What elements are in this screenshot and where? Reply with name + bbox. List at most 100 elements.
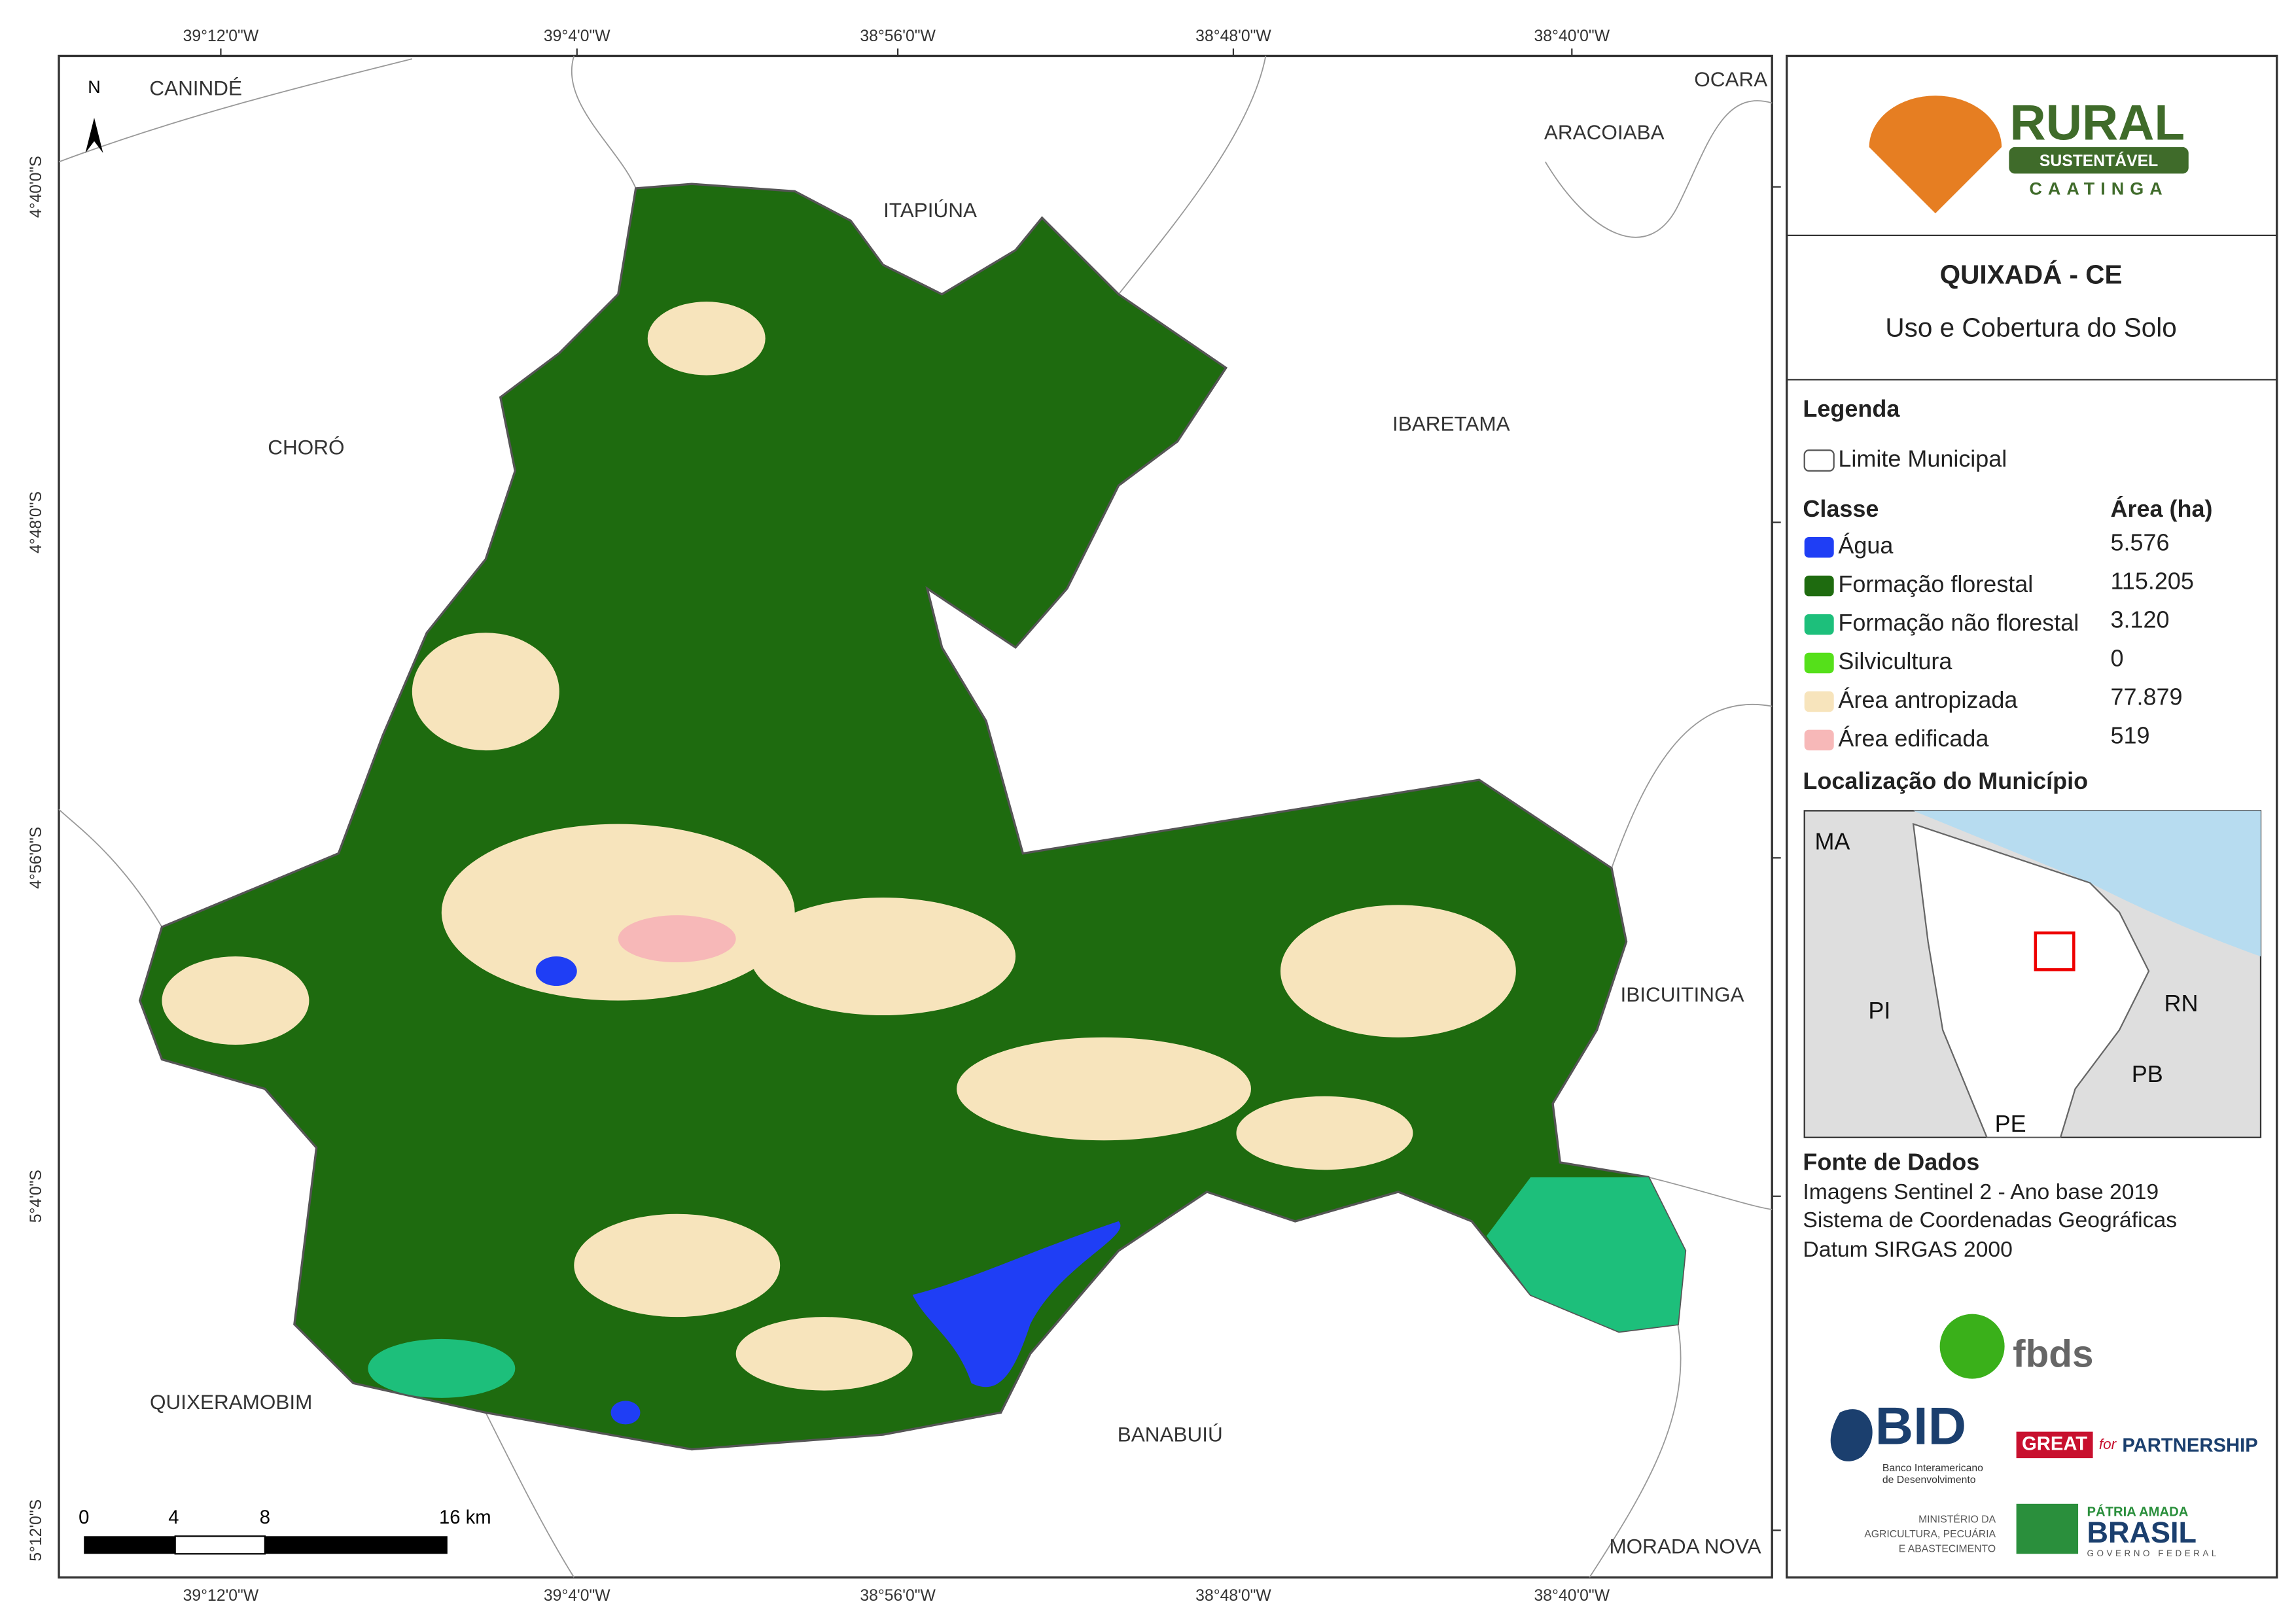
bid-logo (1830, 1409, 1873, 1461)
lon-label: 39°4'0"W (544, 27, 610, 45)
patch (441, 824, 795, 1001)
location-marker (2034, 931, 2075, 971)
location-inset (1803, 810, 2262, 1138)
class-swatch (1804, 537, 1834, 558)
boundary-line (1118, 56, 1267, 295)
patch (162, 956, 309, 1045)
water-bodies (535, 956, 1121, 1425)
class-area: 3.120 (2111, 606, 2170, 633)
class-swatch (1804, 575, 1834, 597)
class-area: 0 (2111, 645, 2124, 672)
municipality-label: ITAPIÚNA (883, 198, 977, 222)
source-line: Sistema de Coordenadas Geográficas (1803, 1208, 2177, 1232)
municipality-label: IBICUITINGA (1621, 983, 1744, 1006)
brand-line: SUSTENTÁVEL (2040, 152, 2158, 170)
brand-name: RURAL (2010, 96, 2185, 151)
lat-label: 4°56'0"S (27, 827, 45, 889)
reservoir (535, 956, 577, 986)
non-forest-patch (368, 1338, 516, 1398)
lon-label: 38°56'0"W (860, 27, 936, 45)
boundary-line (571, 56, 637, 189)
source-line: Datum SIRGAS 2000 (1803, 1237, 2012, 1262)
patch (647, 302, 766, 375)
class-swatch (1804, 614, 1834, 635)
non-forest-patch (1486, 1177, 1686, 1332)
class-name: Área antropizada (1838, 686, 2017, 713)
scale-segment (264, 1536, 448, 1554)
lon-label: 39°12'0"W (183, 1587, 259, 1605)
boundary-line (1611, 703, 1773, 869)
fbds-logo (1939, 1314, 2005, 1379)
class-name: Silvicultura (1838, 648, 1952, 674)
patch (412, 633, 559, 751)
boundary-line (1589, 1324, 1682, 1578)
great-text: PARTNERSHIP (2122, 1435, 2257, 1456)
patch (1280, 905, 1516, 1038)
municipality-label: MORADA NOVA (1609, 1535, 1761, 1558)
source-line: Imagens Sentinel 2 - Ano base 2019 (1803, 1179, 2159, 1204)
boundary-line (1545, 100, 1773, 238)
brand-ribbon (2009, 147, 2189, 174)
legend-heading: Classe (1803, 495, 1879, 522)
neighbour-boundaries (58, 56, 1773, 1578)
state-label: PB (2132, 1060, 2163, 1087)
scale-label: 4 (168, 1507, 179, 1528)
ministry-line: MINISTÉRIO DA (1918, 1513, 1996, 1526)
lat-label: 5°12'0"S (27, 1499, 45, 1562)
reservoir (912, 1221, 1121, 1387)
boundary-line (58, 809, 163, 928)
lon-label: 38°48'0"W (1195, 27, 1271, 45)
state-label: MA (1814, 828, 1850, 854)
scale-label: 16 km (439, 1507, 491, 1528)
boundary-line (58, 58, 413, 163)
fbds-text: fbds (2013, 1333, 2093, 1375)
legend-heading: Localização do Município (1803, 767, 2088, 794)
class-area: 115.205 (2111, 568, 2194, 595)
brasil-line: PÁTRIA AMADA (2087, 1505, 2189, 1520)
municipality-label: QUIXERAMOBIM (150, 1390, 312, 1414)
patch (957, 1037, 1251, 1141)
scale-segment (174, 1535, 266, 1555)
state-label: RN (2164, 990, 2199, 1017)
lon-label: 39°4'0"W (544, 1587, 610, 1605)
brasil-line: GOVERNO FEDERAL (2087, 1548, 2219, 1558)
ministry-line: AGRICULTURA, PECUÁRIA (1864, 1527, 1996, 1540)
municipality-label: OCARA (1694, 67, 1767, 91)
municipality-label: IBARETAMA (1392, 411, 1510, 435)
lon-label: 38°48'0"W (1195, 1587, 1271, 1605)
legend-subtitle: Uso e Cobertura do Solo (1885, 313, 2176, 343)
brand-logo (1869, 96, 2002, 214)
brasil-line: BRASIL (2087, 1516, 2197, 1549)
scale-label: 8 (260, 1507, 270, 1528)
lat-label: 4°40'0"S (27, 156, 45, 218)
class-name: Formação florestal (1838, 570, 2033, 597)
class-swatch (1804, 729, 1834, 751)
scale-label: 0 (79, 1507, 89, 1528)
north-arrow (85, 117, 103, 153)
great-text: GREAT (2022, 1434, 2087, 1455)
boundary-line (485, 1412, 575, 1578)
legend-heading: Fonte de Dados (1803, 1149, 1979, 1176)
state (1912, 822, 2150, 1138)
lon-label: 39°12'0"W (183, 27, 259, 45)
patch (735, 1317, 913, 1391)
reservoir (610, 1401, 641, 1425)
lon-label: 38°56'0"W (860, 1587, 936, 1605)
lon-label: 38°40'0"W (1534, 27, 1610, 45)
sea (1913, 811, 2261, 957)
municipality-label: BANABUIÚ (1118, 1423, 1223, 1446)
legend-heading: Legenda (1803, 395, 1900, 422)
state-label: PI (1868, 997, 1890, 1024)
municipality-label: CANINDÉ (149, 77, 242, 100)
bid-text: BID (1875, 1397, 1966, 1456)
patch (751, 898, 1016, 1016)
class-name: Área edificada (1838, 725, 1988, 752)
urban-area (618, 915, 736, 963)
lon-label: 38°40'0"W (1534, 1587, 1610, 1605)
municipality-label: ARACOIABA (1544, 120, 1665, 144)
great-text: for (2099, 1436, 2117, 1452)
class-swatch (1804, 652, 1834, 674)
legend-title: QUIXADÁ - CE (1940, 260, 2123, 290)
great-logo (2016, 1431, 2093, 1459)
